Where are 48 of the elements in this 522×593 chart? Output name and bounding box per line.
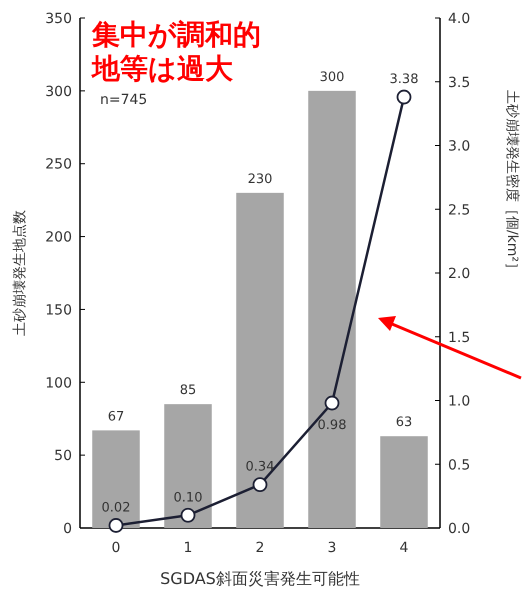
y-tick-label: 150 (45, 302, 72, 318)
y-tick-label: 350 (45, 11, 72, 27)
y2-tick-label: 1.0 (448, 394, 470, 410)
point (180, 508, 196, 523)
y-tick-label: 250 (45, 156, 72, 173)
y2-tick-label: 2.0 (448, 266, 470, 282)
bar (380, 436, 428, 528)
annotation: n=745 (100, 92, 148, 108)
x-tick-label: 0 (112, 540, 120, 556)
x-tick-label: 4 (400, 540, 409, 556)
data-label: 3.38 (390, 72, 418, 88)
bar (236, 192, 284, 528)
bar (164, 404, 212, 528)
y2-tick-label: 0.5 (448, 457, 470, 474)
bar (308, 90, 356, 528)
x-tick-label: 3 (328, 540, 336, 556)
y-tick-label: 50 (54, 448, 72, 464)
point (108, 518, 124, 533)
data-label: 0.98 (318, 418, 346, 434)
data-label: 300 (320, 70, 344, 85)
y2-tick-label: 3.0 (448, 138, 470, 154)
data-label: 0.34 (246, 460, 274, 475)
x-axis-title: SGDAS斜面災害発生可能性 (160, 569, 360, 588)
data-label: 0.02 (102, 500, 130, 516)
data-label: 230 (248, 172, 272, 187)
data-label: 67 (108, 409, 124, 424)
y2-tick-label: 3.5 (448, 74, 470, 91)
y-tick-label: 300 (45, 84, 72, 100)
y-tick-label: 0 (63, 521, 72, 537)
y2-tick-label: 2.5 (448, 202, 470, 218)
data-label: 63 (396, 415, 412, 430)
y2-tick-label: 4.0 (448, 11, 470, 27)
y-tick-label: 200 (45, 230, 72, 246)
y-axis-title: 土砂崩壊発生地点数 (12, 210, 28, 336)
y2-tick-label: 0.0 (448, 521, 470, 537)
annotation: 地等は過大 (90, 52, 234, 85)
y-tick-label: 100 (45, 375, 72, 392)
x-tick-label: 1 (184, 540, 192, 556)
bar (92, 430, 140, 528)
data-label: 0.10 (174, 490, 202, 506)
point (324, 396, 340, 410)
point (396, 90, 412, 104)
annotation: 集中が調和的 (91, 18, 261, 51)
data-label: 85 (180, 383, 196, 398)
x-tick-label: 2 (256, 540, 264, 556)
y2-tick-label: 1.5 (448, 330, 470, 346)
y2-axis-title: 土砂崩壊発生密度［個/km²］ (504, 90, 520, 276)
point (252, 477, 268, 492)
